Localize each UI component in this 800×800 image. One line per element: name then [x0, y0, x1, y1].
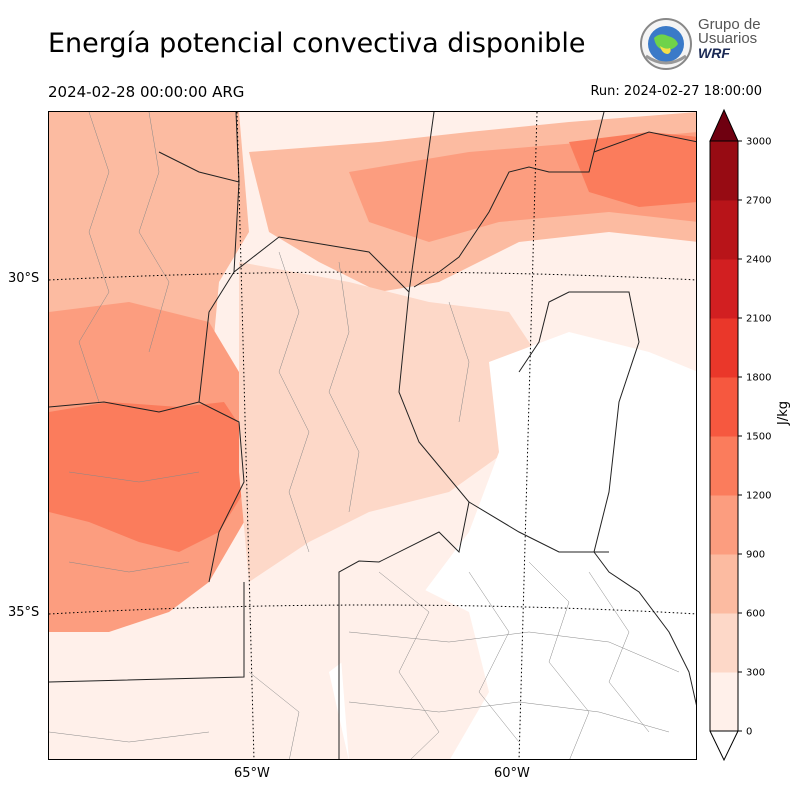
colorbar-segment [710, 672, 738, 732]
colorbar-tick-label: 1500 [746, 432, 771, 443]
cape-map [48, 111, 697, 760]
dept-line [68, 561, 190, 573]
colorbar-tick-label: 2700 [746, 196, 771, 207]
valid-time: 2024-02-28 00:00:00 ARG [48, 83, 245, 101]
colorbar-segment [710, 259, 738, 319]
border-line [413, 112, 605, 288]
dept-line [49, 731, 210, 743]
colorbar-tick-label: 300 [746, 668, 765, 679]
colorbar-tick-label: 600 [746, 609, 765, 620]
lat-label-35s: 35°S [8, 605, 40, 620]
border-line [49, 582, 245, 683]
dept-line [278, 251, 310, 553]
colorbar-segment [710, 318, 738, 378]
logo-line3: WRF [698, 45, 730, 61]
colorbar-segment [710, 613, 738, 673]
cape-region-central [239, 262, 549, 582]
lon-label-60w: 60°W [494, 766, 530, 781]
colorbar-tick-label: 1800 [746, 373, 771, 384]
colorbar-segment [710, 141, 738, 201]
colorbar-extend-max [709, 108, 739, 142]
border-line [158, 112, 240, 183]
cape-region-west-core [49, 402, 244, 552]
dept-line [138, 112, 170, 353]
lat-label-30s: 30°S [8, 271, 40, 286]
colorbar-segment [710, 200, 738, 260]
run-time: Run: 2024-02-27 18:00:00 [590, 84, 762, 99]
colorbar-tick-label: 2100 [746, 314, 771, 325]
colorbar-tick-label: 900 [746, 550, 765, 561]
colorbar-segment [710, 436, 738, 496]
dept-line [528, 561, 590, 759]
border-line [49, 401, 200, 413]
province-borders [49, 112, 696, 759]
lon-line-65w [236, 112, 255, 759]
colorbar-segment [710, 554, 738, 614]
page-title: Energía potencial convectiva disponible [48, 28, 586, 59]
dept-line [448, 301, 470, 423]
colorbar-tick-label: 0 [746, 727, 752, 738]
border-line [233, 181, 410, 293]
lon-line-60w [518, 112, 538, 759]
map-canvas [49, 112, 696, 759]
colorbar: 0 300 600 900 1200 1500 1800 2100 2400 2700 3000 [709, 108, 771, 762]
border-line [468, 501, 609, 553]
logo-line1: Grupo de [698, 16, 761, 33]
colorbar-extend-min [709, 730, 739, 762]
cape-region-southeast-light [339, 582, 489, 759]
dept-line [328, 261, 360, 513]
dept-line [378, 571, 440, 759]
dept-line [78, 112, 110, 403]
lat-line-35s [49, 604, 696, 615]
colorbar-unit: J/kg [776, 401, 791, 425]
colorbar-tick-label: 2400 [746, 255, 771, 266]
dept-line [248, 671, 300, 759]
globe-logo-icon [640, 18, 692, 70]
logo-line2: Usuarios [698, 30, 758, 47]
colorbar-tick-label: 1200 [746, 491, 771, 502]
dept-line [68, 471, 200, 483]
dept-line [468, 571, 520, 743]
border-line [338, 291, 470, 759]
dept-line [348, 631, 680, 673]
dept-line [588, 571, 650, 733]
border-line [518, 291, 640, 553]
border-line [408, 112, 435, 293]
wrf-logo: Grupo de Usuarios WRF [638, 16, 763, 72]
lon-label-65w: 65°W [234, 766, 270, 781]
department-borders [49, 112, 680, 759]
lat-line-30s [49, 271, 696, 281]
border-line [593, 131, 696, 153]
colorbar-tick-label: 3000 [746, 137, 771, 148]
dept-line [348, 701, 670, 733]
colorbar-segment [710, 495, 738, 555]
graticule [49, 112, 696, 759]
cape-region-northeast-core [569, 132, 696, 207]
border-line [198, 271, 245, 583]
colorbar-segment [710, 377, 738, 437]
